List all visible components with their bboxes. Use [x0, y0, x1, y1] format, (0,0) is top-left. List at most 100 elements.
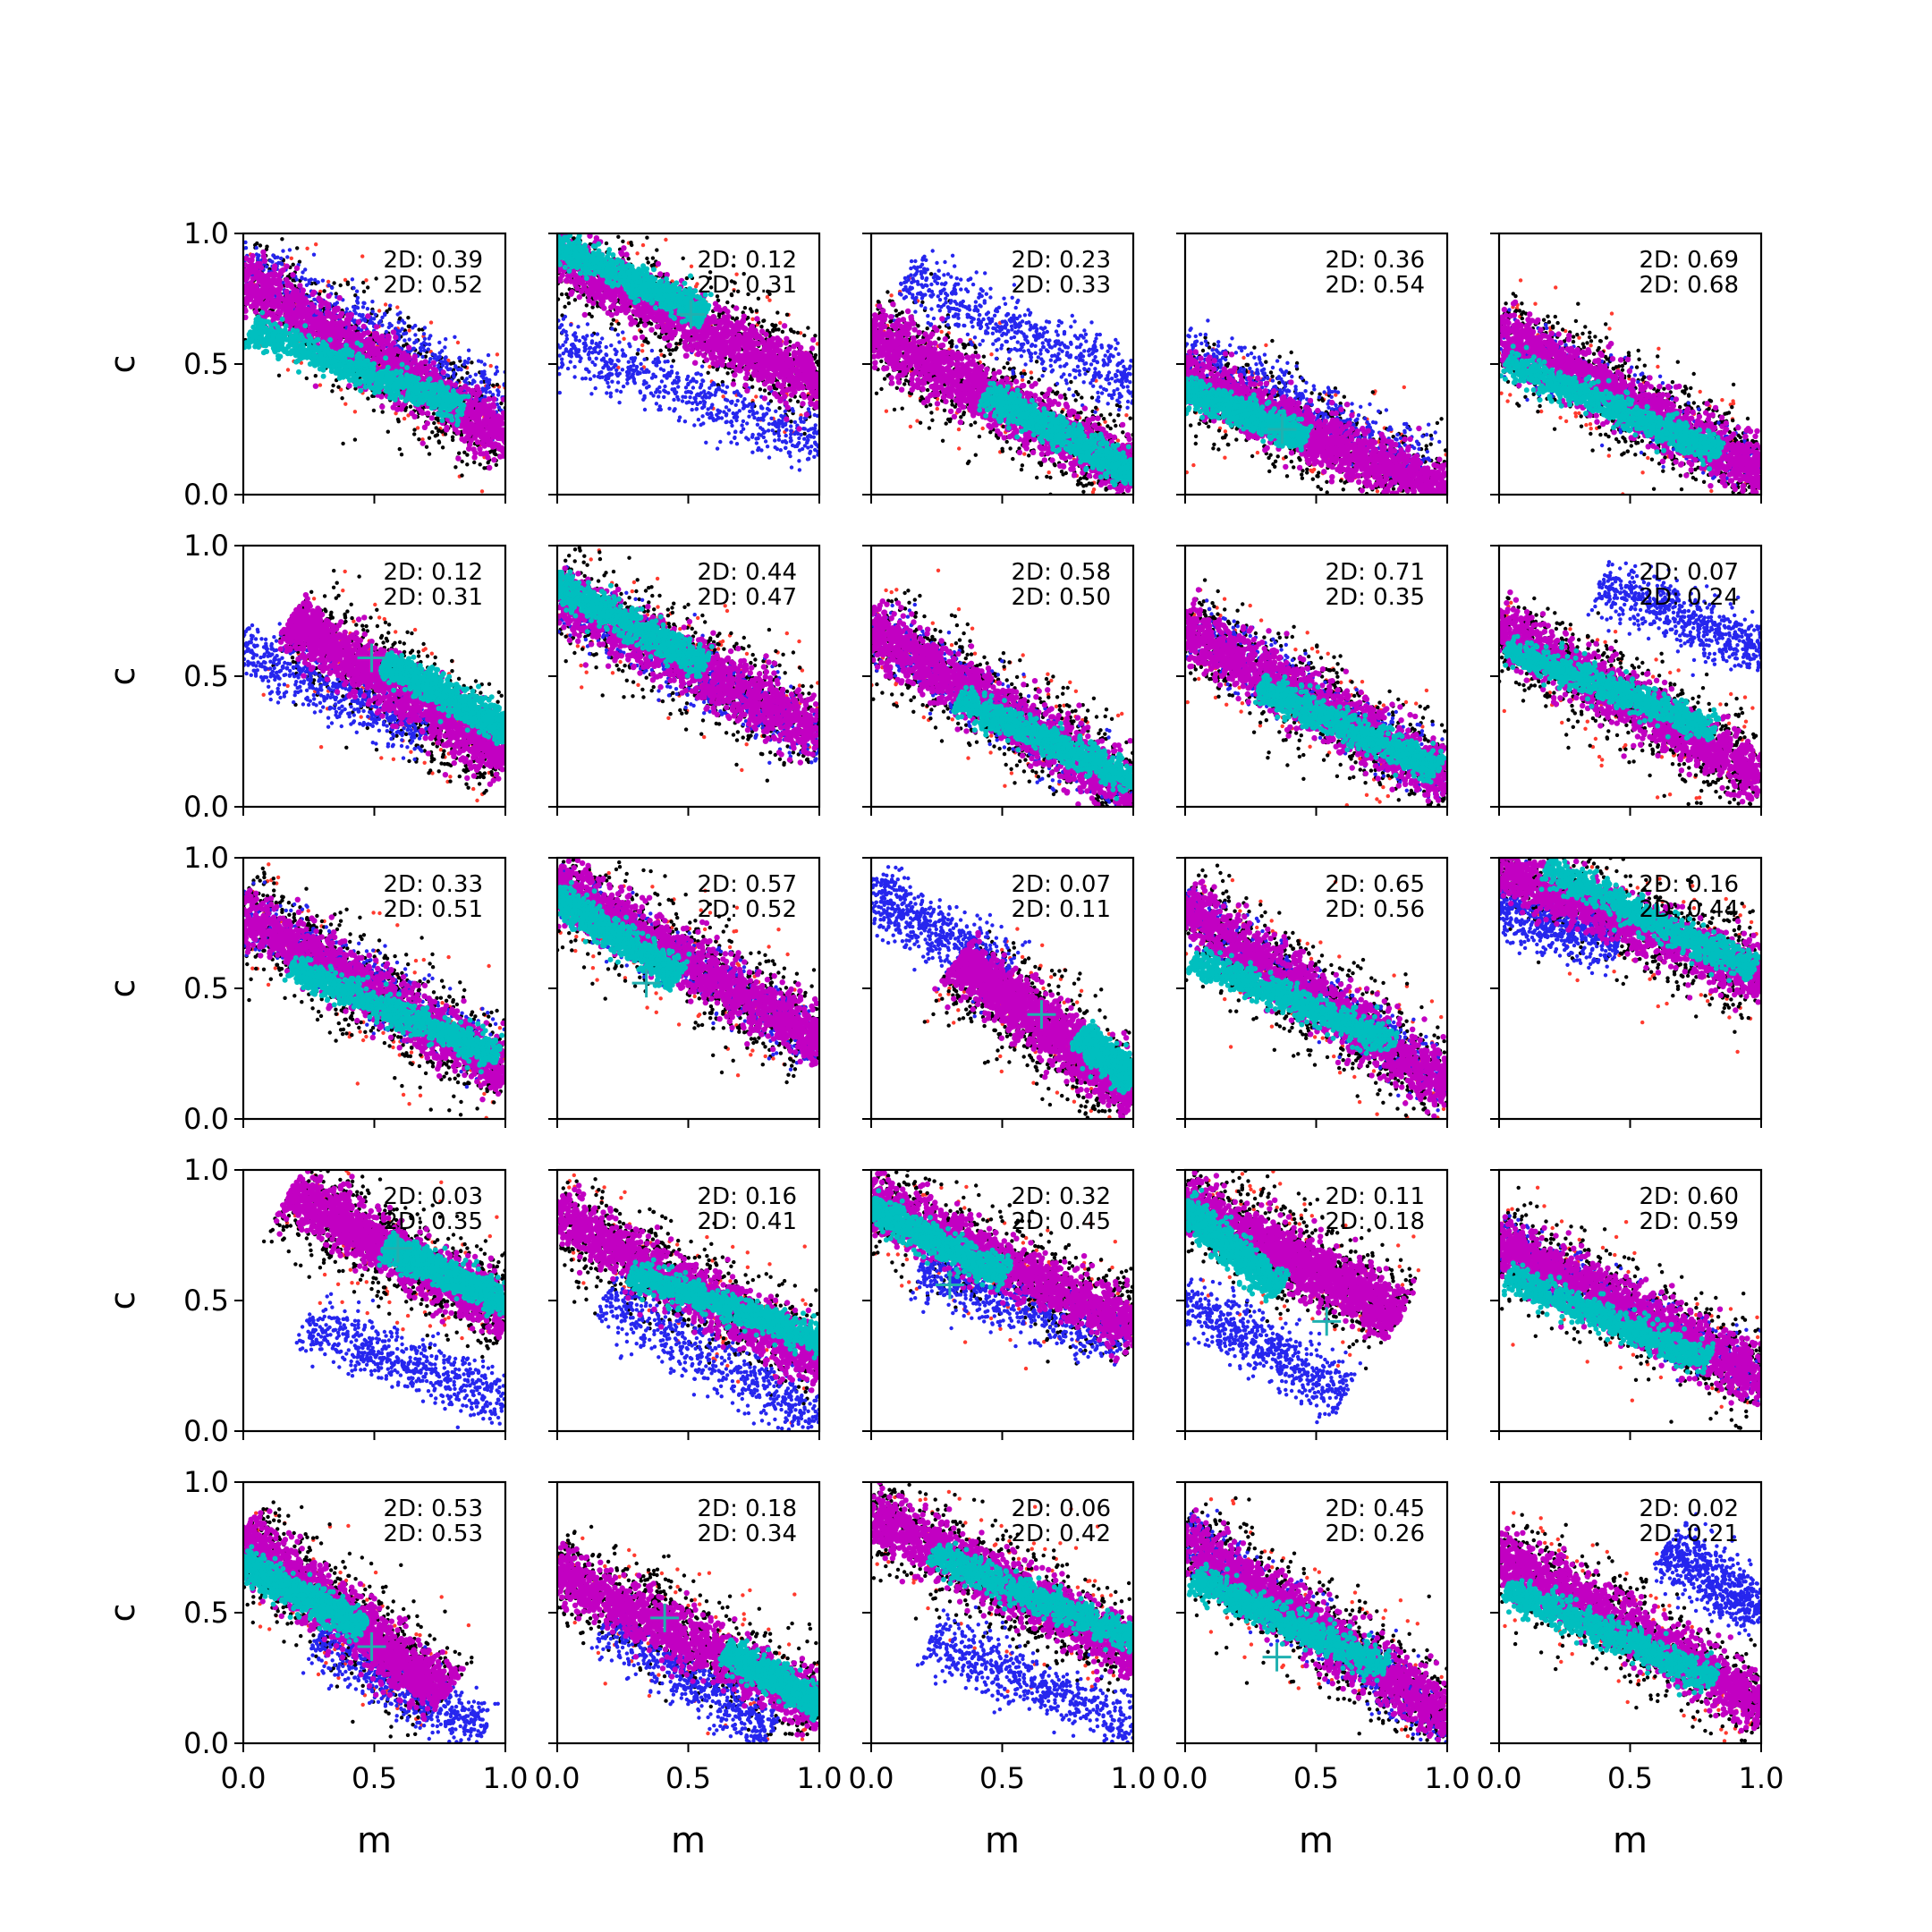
black-point	[588, 312, 591, 316]
cyan-point	[358, 371, 363, 377]
red-point	[305, 247, 309, 250]
black-point	[412, 428, 416, 431]
black-point	[777, 406, 781, 410]
magenta-point	[281, 303, 286, 309]
magenta-point	[352, 325, 357, 330]
black-point	[386, 430, 390, 434]
cyan-point	[349, 360, 354, 365]
magenta-point	[472, 450, 478, 455]
cyan-point	[378, 385, 384, 390]
red-point	[708, 365, 711, 369]
red-point	[750, 318, 754, 321]
cyan-point	[264, 336, 269, 342]
black-point	[674, 342, 678, 345]
blue-point	[424, 343, 428, 346]
black-point	[647, 260, 650, 264]
red-point	[286, 368, 290, 371]
magenta-point	[378, 394, 384, 399]
black-point	[610, 322, 614, 326]
blue-point	[814, 423, 818, 427]
cyan-point	[293, 360, 299, 365]
magenta-point	[386, 336, 391, 342]
magenta-point	[349, 333, 354, 338]
cyan-point	[263, 342, 268, 347]
magenta-point	[326, 293, 331, 299]
black-point	[785, 313, 789, 317]
magenta-point	[471, 411, 477, 417]
magenta-point	[256, 300, 261, 305]
black-point	[815, 360, 818, 364]
black-point	[472, 461, 476, 464]
blue-point	[401, 327, 404, 331]
magenta-point	[250, 284, 255, 290]
red-point	[496, 352, 499, 356]
blue-point	[481, 386, 485, 390]
blue-point	[474, 373, 478, 377]
black-point	[291, 278, 294, 282]
black-point	[265, 245, 268, 249]
magenta-point	[406, 345, 411, 351]
blue-point	[300, 276, 303, 280]
magenta-point	[284, 312, 290, 318]
blue-point	[285, 255, 289, 258]
blue-point	[564, 334, 568, 337]
blue-point	[321, 279, 325, 283]
magenta-point	[363, 343, 369, 349]
cyan-point	[252, 344, 258, 350]
blue-point	[281, 249, 284, 252]
magenta-point	[444, 427, 449, 432]
magenta-point	[284, 264, 289, 269]
cyan-point	[289, 349, 294, 354]
blue-point	[265, 265, 268, 268]
blue-point	[491, 393, 495, 396]
blue-point	[309, 277, 313, 281]
red-point	[429, 320, 433, 324]
cyan-point	[356, 352, 361, 357]
magenta-point	[306, 312, 311, 318]
annotation-line-1: 2D: 0.39	[384, 247, 483, 274]
red-point	[622, 337, 625, 341]
magenta-point	[486, 432, 491, 437]
magenta-point	[275, 287, 281, 292]
blue-point	[419, 349, 422, 352]
red-point	[343, 402, 347, 406]
black-point	[560, 292, 564, 296]
blue-point	[402, 338, 406, 342]
blue-point	[355, 299, 359, 302]
magenta-point	[478, 410, 483, 415]
blue-point	[423, 326, 427, 329]
black-point	[735, 317, 739, 320]
cyan-point	[403, 398, 409, 403]
blue-point	[479, 374, 483, 377]
magenta-point	[318, 298, 324, 303]
cyan-point	[394, 371, 399, 377]
y-tick-label: 0.5	[183, 347, 229, 381]
blue-point	[483, 362, 487, 366]
black-point	[788, 398, 792, 402]
blue-point	[496, 390, 500, 394]
black-point	[567, 301, 571, 305]
y-axis-label: c	[103, 355, 142, 374]
cyan-point	[301, 355, 306, 360]
cyan-point	[321, 374, 326, 379]
blue-point	[257, 253, 260, 257]
black-point	[655, 248, 658, 251]
magenta-point	[462, 416, 468, 421]
cyan-point	[342, 371, 347, 377]
blue-point	[402, 321, 406, 325]
black-point	[346, 283, 350, 286]
cyan-point	[273, 321, 278, 326]
cyan-point	[383, 355, 388, 360]
blue-point	[420, 355, 424, 359]
magenta-point	[379, 404, 385, 410]
magenta-point	[337, 323, 343, 328]
cyan-point	[399, 394, 404, 400]
black-point	[428, 436, 431, 440]
blue-point	[356, 296, 360, 300]
cyan-point	[318, 353, 324, 359]
black-point	[397, 419, 401, 423]
cyan-point	[333, 351, 338, 356]
cyan-point	[422, 392, 428, 397]
blue-point	[479, 360, 483, 363]
black-point	[331, 384, 335, 387]
